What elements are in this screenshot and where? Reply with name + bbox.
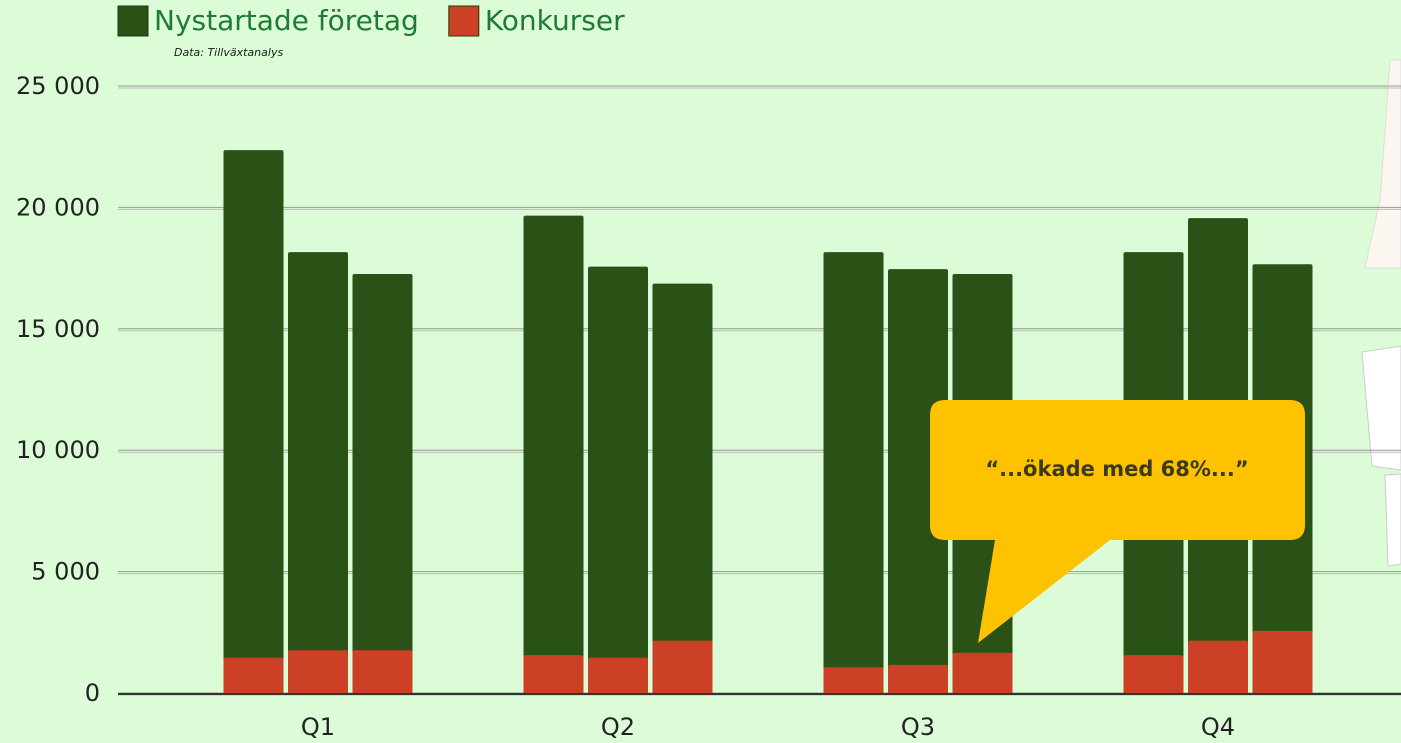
- bar: [524, 216, 584, 694]
- x-tick-label: Q4: [1201, 713, 1235, 741]
- y-tick-label: 20 000: [16, 193, 100, 221]
- y-tick-label: 0: [85, 679, 100, 707]
- bar: [288, 252, 348, 694]
- bar: [1188, 641, 1248, 694]
- callout-text: “...ökade med 68%...”: [985, 457, 1248, 481]
- bar: [653, 284, 713, 694]
- legend-label: Konkurser: [485, 4, 625, 37]
- bar: [824, 252, 884, 694]
- bar: [288, 650, 348, 694]
- x-tick-label: Q3: [901, 713, 935, 741]
- legend-swatch: [118, 6, 148, 36]
- bar: [824, 667, 884, 694]
- bar: [353, 650, 413, 694]
- bar: [588, 267, 648, 694]
- x-tick-label: Q2: [601, 713, 635, 741]
- y-tick-label: 10 000: [16, 436, 100, 464]
- x-tick-label: Q1: [301, 713, 335, 741]
- y-tick-label: 5 000: [31, 558, 100, 586]
- chart: Data: Tillväxtanalys 0 5 000 10 000 15 000 2…: [0, 0, 1401, 743]
- bar: [224, 150, 284, 694]
- bar: [524, 655, 584, 694]
- bar: [588, 658, 648, 694]
- clipping: [1385, 474, 1401, 566]
- bar: [1124, 655, 1184, 694]
- y-tick-label: 25 000: [16, 72, 100, 100]
- bar: [353, 274, 413, 694]
- legend-label: Nystartade företag: [154, 4, 419, 37]
- bar: [653, 641, 713, 694]
- subtitle: Data: Tillväxtanalys: [174, 46, 283, 59]
- legend-swatch: [449, 6, 479, 36]
- page: Data: Tillväxtanalys 0 5 000 10 000 15 000 2…: [0, 0, 1401, 743]
- bar: [1253, 631, 1313, 694]
- bar: [224, 658, 284, 694]
- y-tick-label: 15 000: [16, 315, 100, 343]
- bar: [888, 665, 948, 694]
- bar: [953, 653, 1013, 694]
